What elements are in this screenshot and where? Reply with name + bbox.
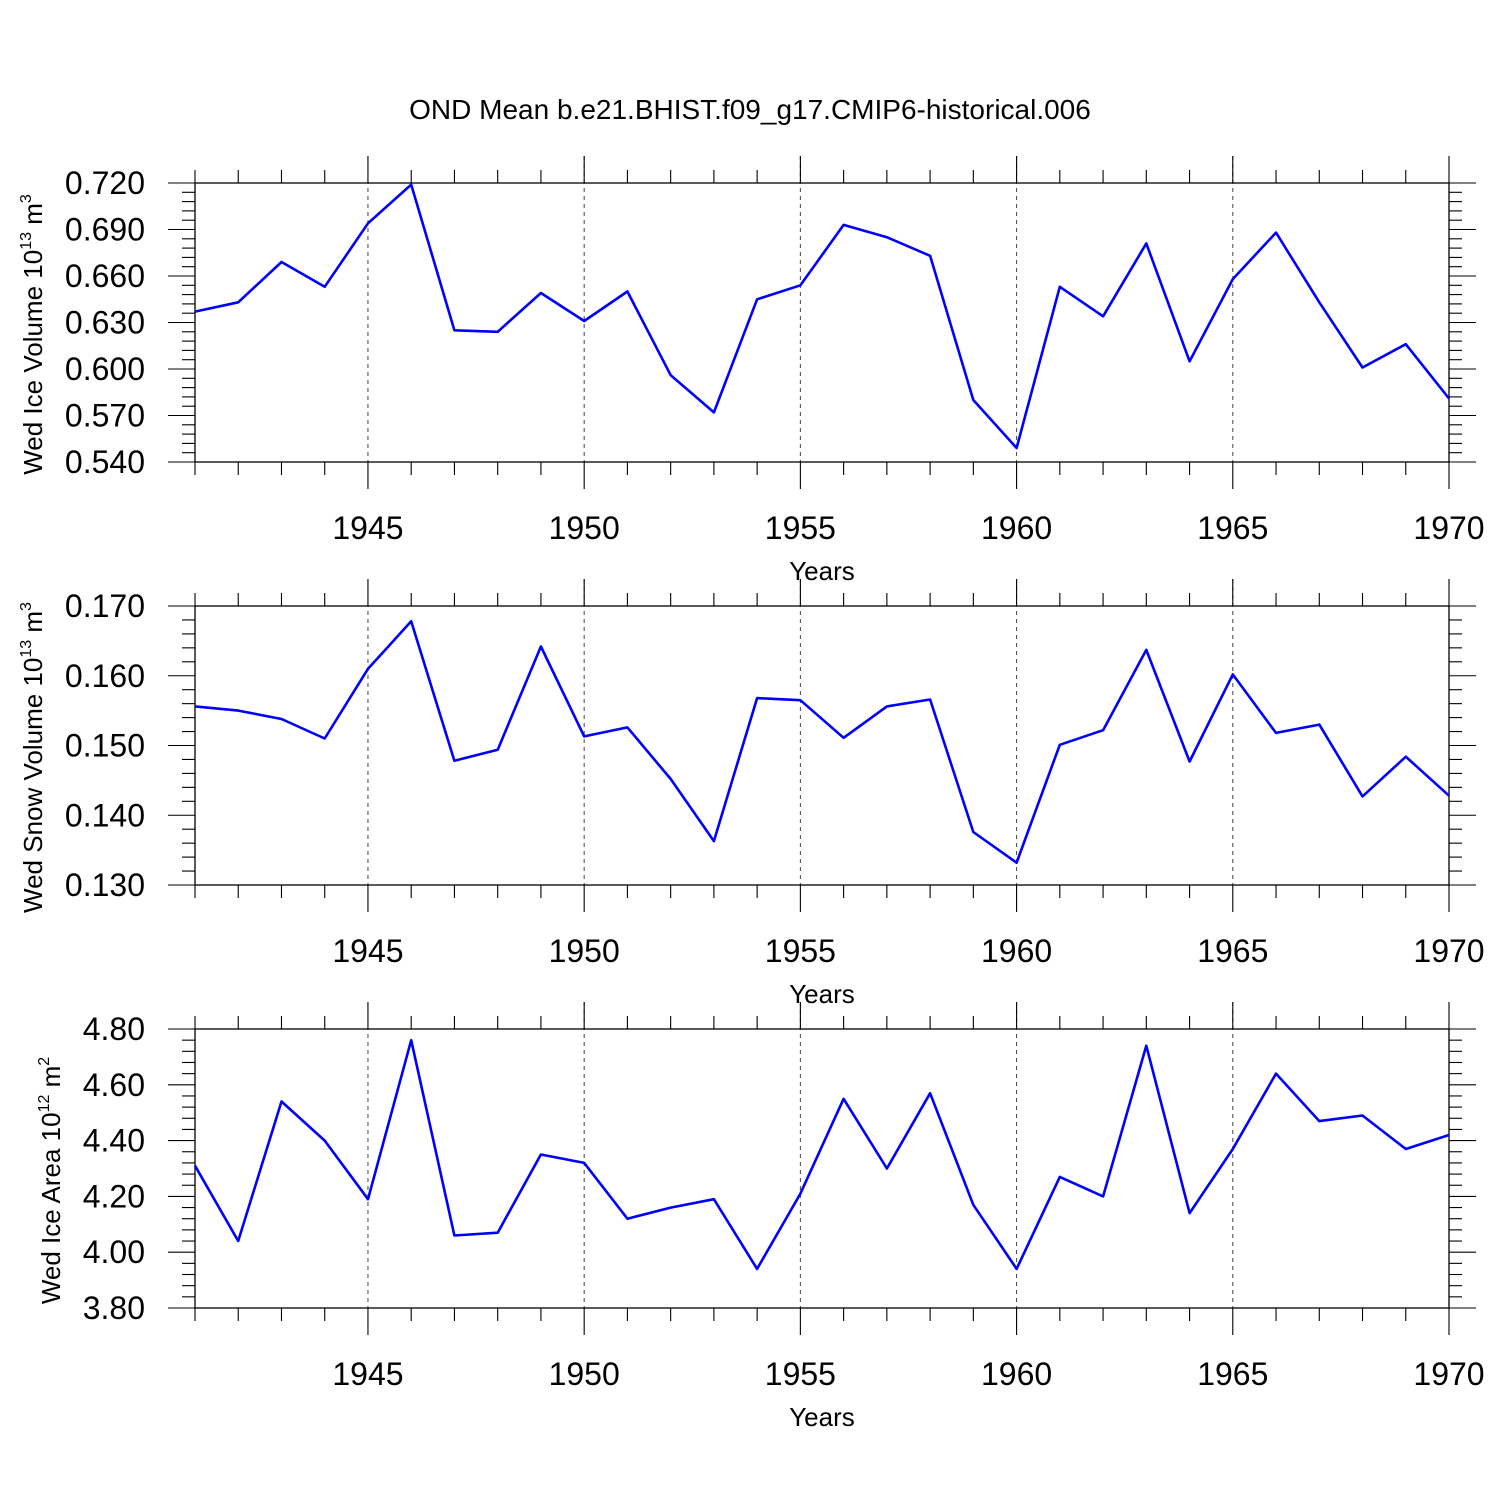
y-tick-label: 0.130 xyxy=(65,867,145,903)
panel-1: 0.540 0.570 0.600 0.630 0.660 0.690 0.720 1945 1… xyxy=(18,156,1485,586)
x-tick-label: 1955 xyxy=(765,510,836,546)
y-axis-label: Wed Snow Volume 1013 m3 xyxy=(18,602,48,913)
y-axis-label: Wed Ice Volume 1013 m3 xyxy=(18,194,48,475)
x-tick-label: 1950 xyxy=(549,1356,620,1392)
y-tick-label: 0.630 xyxy=(65,305,145,341)
y-tick-label: 4.20 xyxy=(83,1178,145,1214)
y-axis-label-unit: m xyxy=(36,1066,66,1095)
panel-2: 0.130 0.140 0.150 0.160 0.170 1945 1950 1955 196… xyxy=(18,579,1485,1009)
panel-3: 3.80 4.00 4.20 4.40 4.60 4.80 1945 1950 1955 1960… xyxy=(36,1002,1485,1432)
y-tick-label: 0.690 xyxy=(65,212,145,248)
x-tick-label: 1955 xyxy=(765,1356,836,1392)
y-tick-label: 4.60 xyxy=(83,1067,145,1103)
plot-frame xyxy=(194,1028,1450,1309)
y-tick-label: 0.600 xyxy=(65,351,145,387)
x-tick-label: 1945 xyxy=(332,1356,403,1392)
y-tick-label: 0.140 xyxy=(65,797,145,833)
x-axis-label: Years xyxy=(789,979,855,1009)
x-axis-label: Years xyxy=(789,556,855,586)
y-axis-label-text: Wed Ice Area 10 xyxy=(36,1112,66,1304)
y-axis-label-unit-exponent: 3 xyxy=(18,602,35,611)
plot-frame xyxy=(194,182,1450,463)
y-tick-label: 3.80 xyxy=(83,1290,145,1326)
x-tick-label: 1960 xyxy=(981,933,1052,969)
y-axis-label-exponent: 12 xyxy=(36,1095,53,1113)
x-tick-label: 1945 xyxy=(332,933,403,969)
y-axis-label-unit: m xyxy=(18,611,48,640)
series-line xyxy=(193,1038,1450,1271)
y-axis-label-unit: m xyxy=(18,203,48,232)
y-tick-label: 0.540 xyxy=(65,444,145,480)
y-axis-label-text: Wed Snow Volume 10 xyxy=(18,658,48,913)
y-axis-label-unit-exponent: 3 xyxy=(18,194,35,203)
y-axis-label-text: Wed Ice Volume 10 xyxy=(18,250,48,475)
x-tick-label: 1965 xyxy=(1197,1356,1268,1392)
y-tick-label: 0.160 xyxy=(65,658,145,694)
x-tick-label: 1970 xyxy=(1413,510,1484,546)
x-tick-label: 1965 xyxy=(1197,933,1268,969)
x-axis-label: Years xyxy=(789,1402,855,1432)
y-tick-label: 4.80 xyxy=(83,1011,145,1047)
x-tick-label: 1960 xyxy=(981,1356,1052,1392)
y-axis-label-unit-exponent: 2 xyxy=(36,1057,53,1066)
y-tick-label: 4.00 xyxy=(83,1234,145,1270)
y-axis-label: Wed Ice Area 1012 m2 xyxy=(36,1057,66,1304)
chart-title: OND Mean b.e21.BHIST.f09_g17.CMIP6-histo… xyxy=(409,94,1091,125)
x-tick-label: 1955 xyxy=(765,933,836,969)
y-tick-label: 0.720 xyxy=(65,165,145,201)
plot-frame xyxy=(194,605,1450,886)
y-tick-label: 0.150 xyxy=(65,728,145,764)
chart-panels: 0.540 0.570 0.600 0.630 0.660 0.690 0.720 1945 1… xyxy=(18,156,1485,1432)
y-tick-label: 0.570 xyxy=(65,398,145,434)
x-tick-label: 1950 xyxy=(549,933,620,969)
y-tick-label: 0.660 xyxy=(65,258,145,294)
x-tick-label: 1950 xyxy=(549,510,620,546)
x-tick-label: 1960 xyxy=(981,510,1052,546)
x-tick-label: 1965 xyxy=(1197,510,1268,546)
series-line xyxy=(194,183,1451,450)
y-tick-label: 0.170 xyxy=(65,588,145,624)
y-tick-label: 4.40 xyxy=(83,1123,145,1159)
x-tick-label: 1945 xyxy=(332,510,403,546)
x-tick-label: 1970 xyxy=(1413,1356,1484,1392)
x-tick-label: 1970 xyxy=(1413,933,1484,969)
y-axis-label-exponent: 13 xyxy=(18,640,35,658)
series-line xyxy=(194,619,1450,865)
y-axis-label-exponent: 13 xyxy=(18,232,35,250)
